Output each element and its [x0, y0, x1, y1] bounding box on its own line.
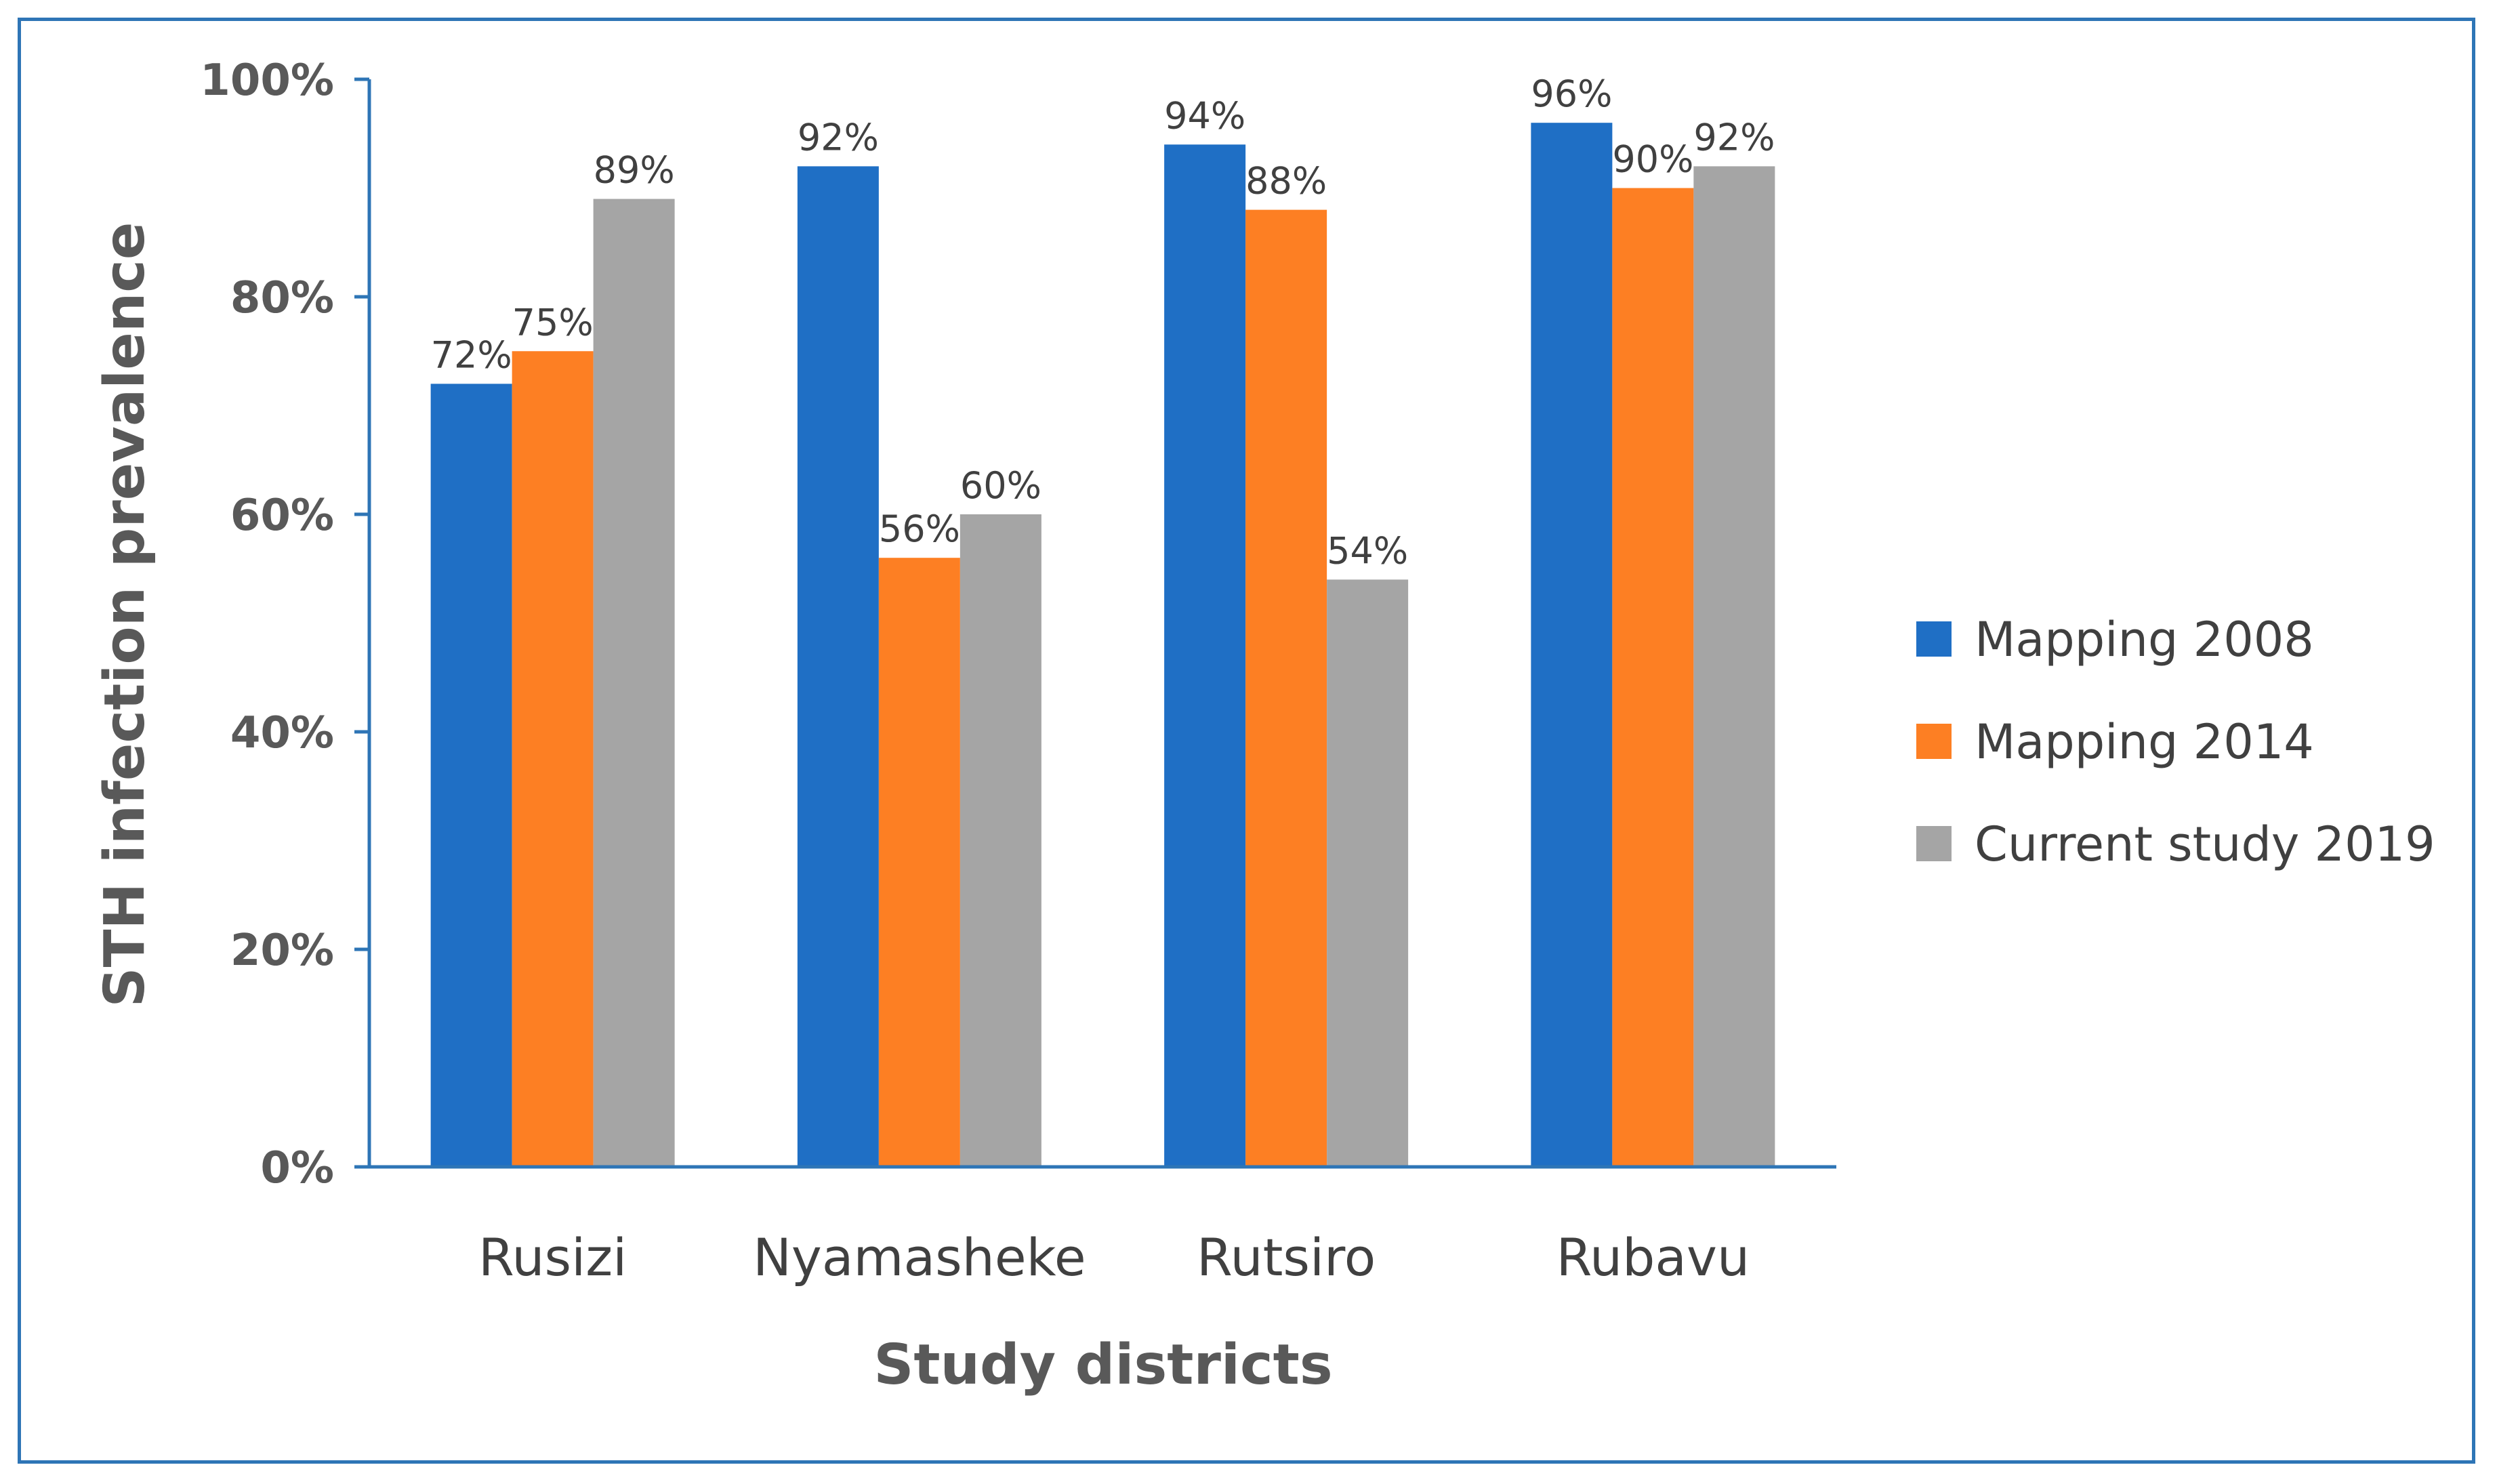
bar-nyamasheke-series-2	[878, 558, 960, 1167]
data-label: 90%	[1612, 138, 1693, 181]
data-label: 54%	[1327, 529, 1408, 572]
bar-rutsiro-series-2	[1245, 209, 1327, 1168]
data-label: 92%	[798, 116, 879, 159]
x-tick-label: Rusizi	[478, 1227, 627, 1287]
bar-rutsiro-series-3	[1327, 579, 1409, 1167]
y-tick-label: 60%	[230, 491, 334, 541]
data-labels-layer: 72% 92% 94% 96% 75% 56% 88% 90% 89% 60% 54% 92%	[431, 73, 1775, 572]
x-tick-label: Rutsiro	[1197, 1227, 1376, 1287]
legend-label: Mapping 2014	[1975, 714, 2314, 770]
bar-rubavu-series-2	[1612, 188, 1694, 1167]
category-labels-layer: Rusizi Nyamasheke Rutsiro Rubavu	[478, 1227, 1750, 1287]
y-tick-label: 0%	[260, 1143, 334, 1193]
legend-swatch-series-2	[1916, 724, 1952, 759]
x-axis-title: Study districts	[873, 1333, 1332, 1397]
bar-rusizi-series-3	[593, 199, 675, 1167]
legend-swatch-series-1	[1916, 621, 1952, 657]
bar-nyamasheke-series-1	[797, 166, 879, 1167]
bar-rubavu-series-3	[1693, 166, 1775, 1167]
data-label: 89%	[594, 149, 675, 192]
legend: Mapping 2008 Mapping 2014 Current study 20…	[1916, 612, 2435, 872]
bar-nyamasheke-series-3	[959, 514, 1041, 1167]
y-tick-label: 80%	[230, 273, 334, 323]
bar-rusizi-series-2	[512, 351, 594, 1167]
data-label: 60%	[960, 464, 1041, 507]
legend-label: Mapping 2008	[1975, 612, 2314, 667]
axes-layer	[367, 79, 1836, 1169]
data-label: 72%	[431, 333, 512, 376]
legend-label: Current study 2019	[1975, 817, 2435, 872]
data-label: 92%	[1693, 116, 1775, 159]
y-axis-title: STH infection prevalence	[93, 222, 157, 1008]
bar-rutsiro-series-1	[1164, 144, 1246, 1167]
y-tick-label: 100%	[200, 56, 334, 106]
y-tick-label: 40%	[230, 708, 334, 758]
data-label: 75%	[512, 301, 594, 344]
data-label: 88%	[1245, 160, 1327, 203]
y-tick-label: 20%	[230, 926, 334, 976]
bar-rubavu-series-1	[1531, 123, 1613, 1168]
legend-swatch-series-3	[1916, 826, 1952, 861]
data-label: 96%	[1531, 73, 1612, 115]
x-tick-label: Rubavu	[1556, 1227, 1750, 1287]
y-ticks-layer: 0% 20% 40% 60% 80% 100%	[200, 56, 369, 1193]
data-label: 56%	[879, 508, 960, 550]
x-tick-label: Nyamasheke	[753, 1227, 1086, 1287]
data-label: 94%	[1164, 94, 1245, 137]
bar-rusizi-series-1	[430, 384, 512, 1167]
bars-layer	[430, 123, 1775, 1168]
